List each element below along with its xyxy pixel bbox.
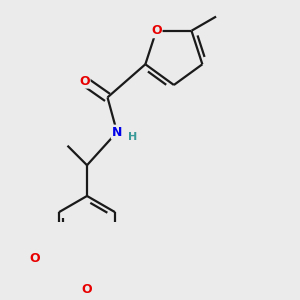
Text: O: O — [29, 252, 40, 265]
Text: O: O — [82, 283, 92, 296]
Text: H: H — [128, 132, 137, 142]
Text: O: O — [79, 75, 90, 88]
Text: O: O — [151, 24, 162, 37]
Text: N: N — [112, 126, 122, 139]
